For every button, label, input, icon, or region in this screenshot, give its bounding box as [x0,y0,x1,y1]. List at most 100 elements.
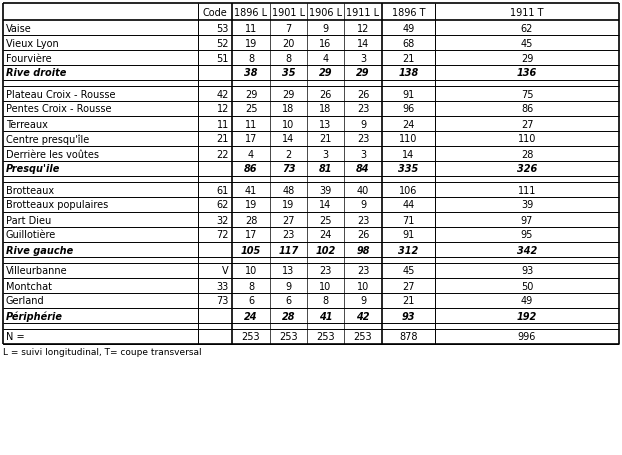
Text: 45: 45 [521,38,533,48]
Text: 335: 335 [398,164,419,174]
Text: Fourvière: Fourvière [6,53,52,63]
Text: 6: 6 [285,296,292,306]
Text: 2: 2 [285,149,292,159]
Text: 17: 17 [245,230,257,240]
Text: 93: 93 [521,266,533,276]
Text: 996: 996 [518,332,536,342]
Text: 84: 84 [356,164,369,174]
Text: 13: 13 [282,266,295,276]
Text: 68: 68 [402,38,415,48]
Text: 28: 28 [521,149,533,159]
Text: 97: 97 [521,215,533,225]
Text: 23: 23 [357,134,369,144]
Text: 26: 26 [357,230,369,240]
Text: 878: 878 [399,332,418,342]
Text: 11: 11 [216,119,229,129]
Text: 53: 53 [216,24,229,33]
Text: 253: 253 [242,332,261,342]
Text: 192: 192 [517,311,537,321]
Text: 62: 62 [216,200,229,210]
Text: 42: 42 [356,311,369,321]
Text: Part Dieu: Part Dieu [6,215,51,225]
Text: Brotteaux: Brotteaux [6,185,54,195]
Text: 26: 26 [319,89,332,99]
Text: 21: 21 [319,134,332,144]
Text: 27: 27 [402,281,415,291]
Text: 25: 25 [244,104,258,114]
Text: 86: 86 [521,104,533,114]
Text: 48: 48 [282,185,295,195]
Text: 110: 110 [399,134,418,144]
Text: 9: 9 [360,200,366,210]
Text: Vieux Lyon: Vieux Lyon [6,38,58,48]
Text: 73: 73 [216,296,229,306]
Text: Presqu'ile: Presqu'ile [6,164,60,174]
Text: 40: 40 [357,185,369,195]
Text: 23: 23 [319,266,332,276]
Text: 253: 253 [316,332,335,342]
Text: 20: 20 [282,38,295,48]
Text: 23: 23 [357,215,369,225]
Text: 312: 312 [398,245,419,255]
Text: 4: 4 [248,149,254,159]
Text: 10: 10 [245,266,257,276]
Text: N =: N = [6,332,25,342]
Text: 10: 10 [357,281,369,291]
Text: 21: 21 [216,134,229,144]
Text: 62: 62 [521,24,533,33]
Text: 18: 18 [319,104,332,114]
Text: 98: 98 [356,245,369,255]
Text: 1911 T: 1911 T [510,7,544,17]
Text: 91: 91 [402,89,415,99]
Text: 9: 9 [285,281,292,291]
Text: Rive droite: Rive droite [6,68,67,78]
Text: 29: 29 [245,89,257,99]
Text: 29: 29 [521,53,533,63]
Text: 19: 19 [245,38,257,48]
Text: 21: 21 [402,296,415,306]
Text: 253: 253 [279,332,298,342]
Text: 75: 75 [521,89,533,99]
Text: 16: 16 [319,38,332,48]
Text: 6: 6 [248,296,254,306]
Text: 45: 45 [402,266,415,276]
Text: 11: 11 [245,24,257,33]
Text: 49: 49 [521,296,533,306]
Text: 44: 44 [402,200,415,210]
Text: 1906 L: 1906 L [309,7,342,17]
Text: 28: 28 [282,311,295,321]
Text: 95: 95 [521,230,533,240]
Text: 8: 8 [322,296,328,306]
Text: 49: 49 [402,24,415,33]
Text: 8: 8 [248,53,254,63]
Text: V: V [223,266,229,276]
Text: 29: 29 [356,68,369,78]
Text: 73: 73 [282,164,295,174]
Text: Centre presqu'île: Centre presqu'île [6,134,89,144]
Text: 42: 42 [216,89,229,99]
Text: 91: 91 [402,230,415,240]
Text: L = suivi longitudinal, T= coupe transversal: L = suivi longitudinal, T= coupe transve… [3,347,202,356]
Text: Rive gauche: Rive gauche [6,245,73,255]
Text: 28: 28 [245,215,257,225]
Text: 71: 71 [402,215,415,225]
Text: Gerland: Gerland [6,296,45,306]
Text: Guillotière: Guillotière [6,230,56,240]
Text: Montchat: Montchat [6,281,52,291]
Text: 1911 L: 1911 L [346,7,379,17]
Text: 19: 19 [245,200,257,210]
Text: 111: 111 [518,185,536,195]
Text: 41: 41 [245,185,257,195]
Text: 39: 39 [319,185,332,195]
Text: 9: 9 [360,296,366,306]
Text: Villeurbanne: Villeurbanne [6,266,68,276]
Text: 24: 24 [402,119,415,129]
Text: 1901 L: 1901 L [272,7,305,17]
Text: Brotteaux populaires: Brotteaux populaires [6,200,108,210]
Text: 21: 21 [402,53,415,63]
Text: 23: 23 [282,230,295,240]
Text: 23: 23 [357,266,369,276]
Text: 117: 117 [279,245,299,255]
Text: 9: 9 [322,24,328,33]
Text: 1896 L: 1896 L [234,7,267,17]
